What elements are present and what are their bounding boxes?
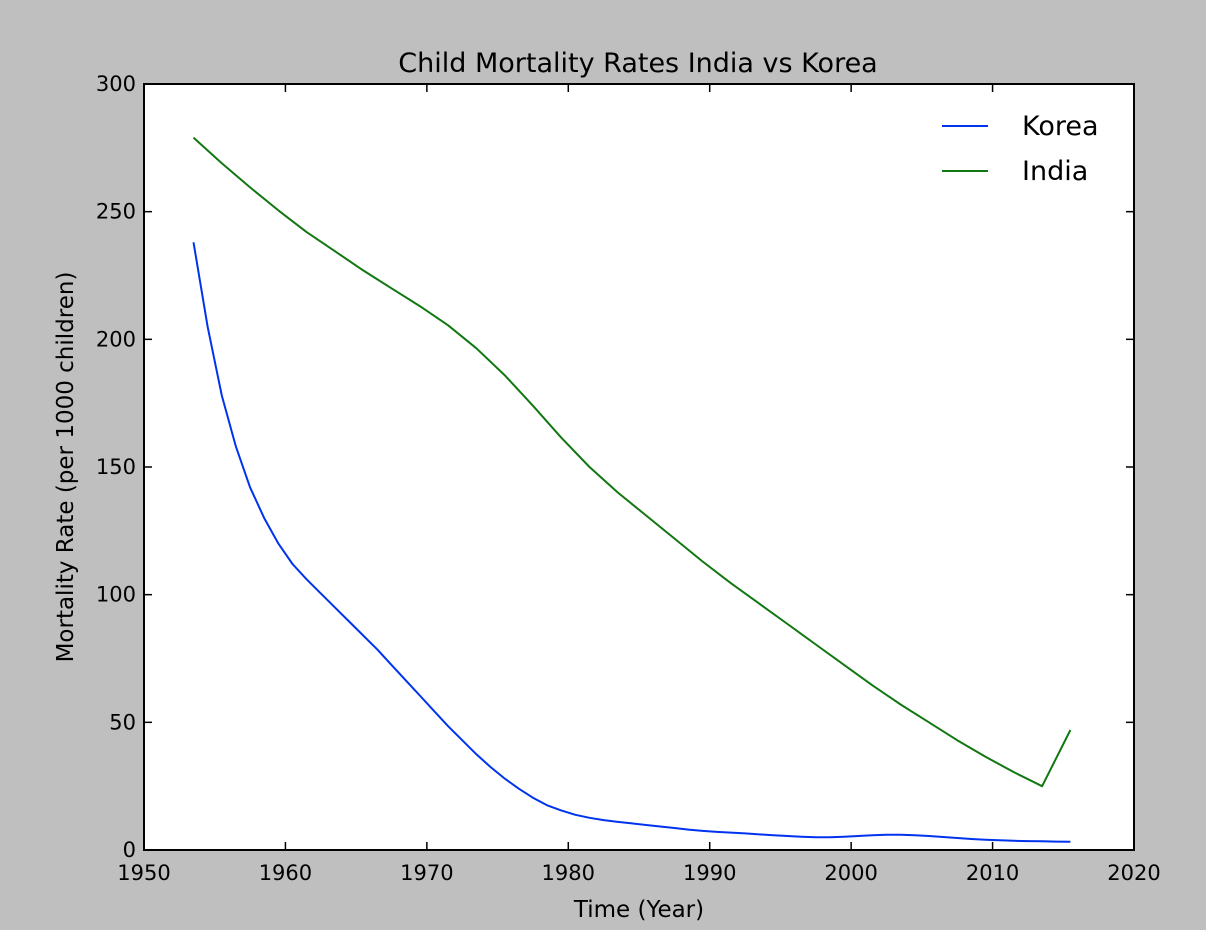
series-line-india xyxy=(192,136,1072,788)
y-tick-label: 0 xyxy=(123,838,136,862)
y-tick-label: 100 xyxy=(96,583,136,607)
y-tick-label: 250 xyxy=(96,200,136,224)
legend: Korea India xyxy=(942,111,1099,187)
y-tick-label: 50 xyxy=(109,710,136,734)
x-tick-label: 2000 xyxy=(824,861,877,885)
y-tick-label: 300 xyxy=(96,72,136,96)
x-tick-label: 1950 xyxy=(117,861,170,885)
series-line-korea xyxy=(192,242,1071,843)
legend-label-korea: Korea xyxy=(1022,111,1099,142)
plot-area xyxy=(144,84,1134,850)
x-tick-label: 1960 xyxy=(259,861,312,885)
y-axis-title: Mortality Rate (per 1000 children) xyxy=(53,272,79,663)
y-tick-label: 150 xyxy=(96,455,136,479)
y-tick-label: 200 xyxy=(96,327,136,351)
x-axis-title: Time (Year) xyxy=(573,897,704,923)
legend-label-india: India xyxy=(1022,156,1088,187)
x-tick-label: 1990 xyxy=(683,861,736,885)
x-tick-label: 1980 xyxy=(542,861,595,885)
ticks-layer: 1950 1960 1970 1980 1990 2000 2010 2020 0 50 100 15… xyxy=(96,72,1161,885)
x-tick-label: 2020 xyxy=(1107,861,1160,885)
plot-frame xyxy=(143,83,1135,851)
x-tick-label: 2010 xyxy=(966,861,1019,885)
x-tick-label: 1970 xyxy=(400,861,453,885)
chart-title: Child Mortality Rates India vs Korea xyxy=(398,48,877,79)
series-layer xyxy=(192,136,1072,843)
